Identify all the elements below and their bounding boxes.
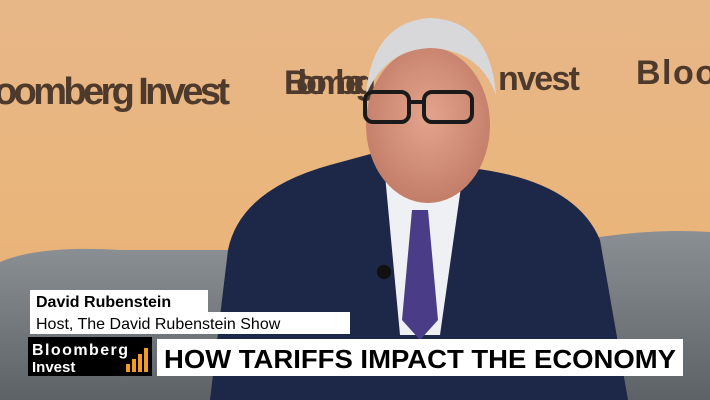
face (366, 47, 490, 203)
name-plate (30, 290, 208, 312)
headline-plate (157, 339, 683, 376)
tie (402, 210, 438, 340)
role-plate (30, 312, 350, 334)
microphone (377, 265, 391, 279)
hair (366, 18, 496, 95)
logo-box (28, 337, 152, 376)
headline: HOW TARIFFS IMPACT THE ECONOMY (164, 344, 676, 374)
backdrop-signs: oomberg Invest Bloomberg nvest Bloo (0, 54, 710, 113)
logo-line: Bloomberg (32, 342, 128, 359)
role: Host, The David Rubenstein Show (36, 316, 281, 333)
logo-line: Invest (32, 359, 75, 376)
logo-icon (126, 348, 148, 372)
backdrop-sign: Bloomberg (284, 64, 376, 102)
backdrop-sign: Bloo (636, 54, 710, 92)
backdrop-sign: oomberg Invest (0, 71, 230, 113)
glasses (363, 90, 474, 124)
name: David Rubenstein (36, 294, 171, 311)
backdrop-sign: nvest (498, 60, 580, 98)
